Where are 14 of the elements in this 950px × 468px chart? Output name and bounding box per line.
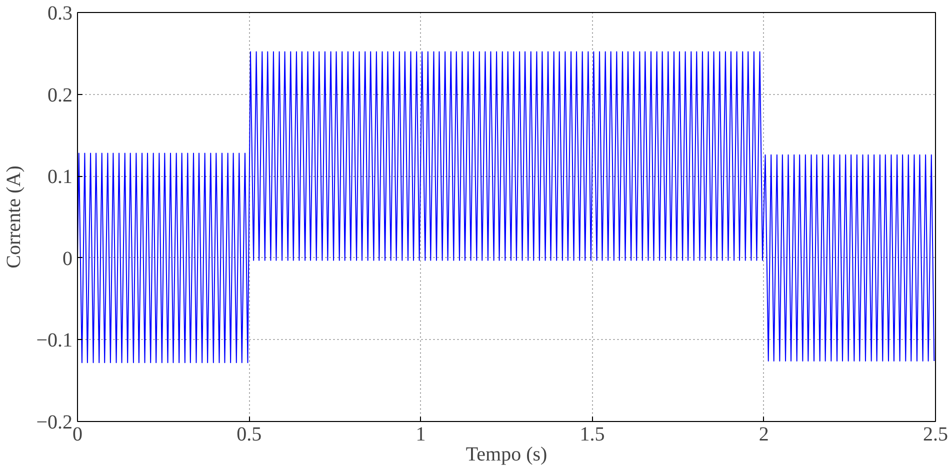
y-tick-label: −0.1: [36, 330, 72, 352]
y-tick-label: 0.2: [48, 84, 72, 106]
x-axis-title: Tempo (s): [466, 444, 548, 466]
y-tick-label: 0.1: [48, 166, 72, 188]
line-series: [78, 51, 935, 364]
x-tick-label: 2.5: [923, 424, 948, 446]
x-tick-label: 1: [416, 424, 426, 446]
y-tick-label: 0: [62, 248, 72, 270]
x-tick-label: 1.5: [580, 424, 605, 446]
x-tick-label: 0.5: [236, 424, 262, 446]
y-axis-title: Corrente (A): [3, 166, 26, 268]
x-tick-label: 2: [758, 424, 769, 446]
y-tick-label: −0.2: [36, 412, 72, 434]
y-tick-label: 0.3: [48, 2, 72, 24]
